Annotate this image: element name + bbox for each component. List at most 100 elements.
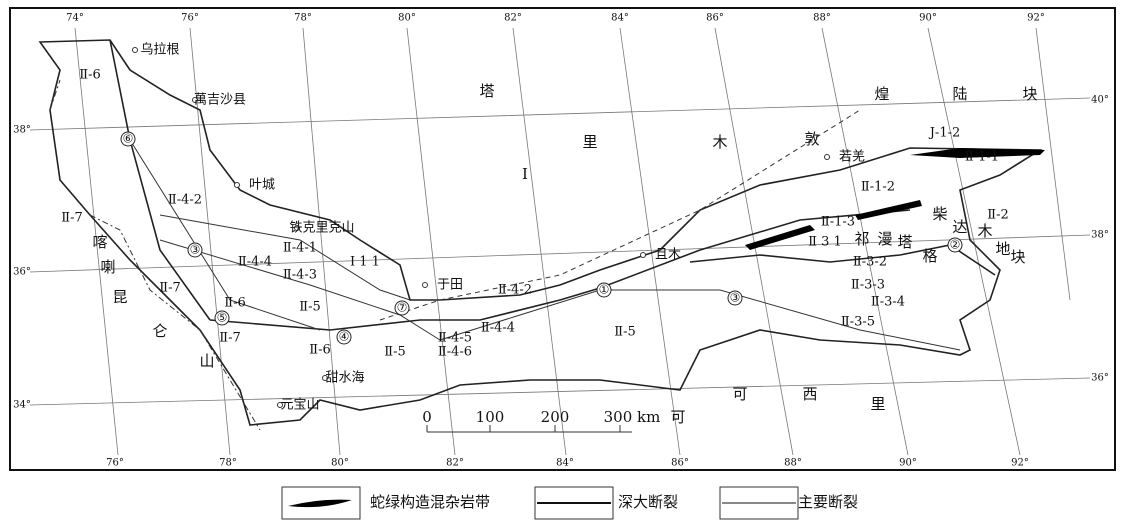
lon-label: 92° <box>1011 458 1029 469</box>
boundaries <box>38 39 1045 431</box>
lon-label: 90° <box>919 13 937 24</box>
unit-label: Ⅱ-2 <box>987 208 1009 223</box>
scale-label: 300 km <box>604 408 661 426</box>
lon-label: 78° <box>294 13 312 24</box>
unit-label: Ⅱ-1-3 <box>821 215 855 230</box>
fault-marker <box>336 329 352 345</box>
region-label: 木 <box>712 133 727 151</box>
region-label: 木 <box>977 222 992 240</box>
unit-label: Ⅱ-5 <box>299 300 321 315</box>
legend-label: 主要断裂 <box>798 493 858 511</box>
graticule <box>29 27 1091 456</box>
region-label: 喀 <box>92 233 107 251</box>
lat-label: 38° <box>13 125 31 136</box>
unit-label: Ⅱ-4-3 <box>283 268 317 283</box>
region-label: 敦 <box>804 130 819 148</box>
unit-label: Ⅱ-3-3 <box>851 278 885 293</box>
lat-label: 36° <box>1091 373 1109 384</box>
unit-label: Ⅱ-6 <box>79 68 101 83</box>
place-label: 铁克里克山 <box>289 221 354 236</box>
unit-label: Ⅱ-4-2 <box>498 283 532 298</box>
lon-label: 88° <box>784 458 802 469</box>
region-label: 仑 <box>152 322 167 340</box>
unit-label: Ⅱ-3-5 <box>841 315 875 330</box>
unit-label: Ⅱ-5 <box>384 345 406 360</box>
unit-label: Ⅰ 1 1 <box>350 255 380 270</box>
region-label: 达 <box>952 218 967 236</box>
scale-label: 100 <box>476 408 505 426</box>
scale-bar <box>426 425 632 433</box>
region-label: 块 <box>1010 248 1025 266</box>
lon-label: 82° <box>504 13 522 24</box>
fault-number: ③ <box>730 291 741 305</box>
place-dot <box>640 252 646 258</box>
fault-number: ② <box>950 238 961 252</box>
place-dot <box>294 225 300 231</box>
region-label: 陆 <box>952 85 967 103</box>
fault-number: ⑤ <box>217 311 228 325</box>
scale-label: 200 <box>541 408 570 426</box>
fault-number: ⑥ <box>123 132 134 146</box>
scale-label: 0 <box>422 408 432 426</box>
lat-label: 38° <box>1091 230 1109 241</box>
lon-label: 84° <box>556 458 574 469</box>
unit-label: Ⅱ-4-4 <box>481 321 515 336</box>
fault-marker <box>214 310 230 326</box>
fault-number: ④ <box>339 330 350 344</box>
place-label: 且木 <box>655 248 681 263</box>
lon-label: 86° <box>706 13 724 24</box>
legend-label: 蛇绿构造混杂岩带 <box>370 493 490 511</box>
lon-label: 78° <box>219 458 237 469</box>
fault-marker <box>596 282 612 298</box>
lon-label: 80° <box>398 13 416 24</box>
unit-label: Ⅱ-4-4 <box>238 255 272 270</box>
region-label: 柴 <box>932 205 947 223</box>
unit-label: Ⅱ-6 <box>309 343 331 358</box>
region-label: 格 <box>922 247 937 265</box>
region-label: 地 <box>995 240 1010 258</box>
lon-label: 86° <box>671 458 689 469</box>
legend-label: 深大断裂 <box>618 493 678 511</box>
region-label: 山 <box>199 352 214 370</box>
lon-label: 74° <box>66 13 84 24</box>
unit-label: Ⅱ-7 <box>219 331 241 346</box>
place-label: 叶城 <box>249 178 275 193</box>
unit-label: Ⅱ-4-6 <box>438 345 472 360</box>
lon-label: 76° <box>181 13 199 24</box>
lon-label: 80° <box>331 458 349 469</box>
region-label: 喇 <box>100 258 115 276</box>
legend <box>281 486 799 520</box>
fault-number: ③ <box>190 243 201 257</box>
fault-number: ① <box>599 283 610 297</box>
place-dot <box>192 97 198 103</box>
unit-label: Ⅱ-7 <box>159 281 181 296</box>
lat-label: 40° <box>1091 95 1109 106</box>
region-label: 煌 <box>874 85 889 103</box>
unit-label: Ⅱ-4-1 <box>283 241 317 256</box>
unit-label: Ⅱ-3-4 <box>871 295 905 310</box>
place-dot <box>234 182 240 188</box>
unit-label: Ⅱ-7 <box>61 211 83 226</box>
unit-label: Ⅱ-1-1 <box>965 150 999 165</box>
region-label: 块 <box>1022 85 1037 103</box>
frame <box>9 7 1116 471</box>
fault-marker <box>727 290 743 306</box>
region-label: 漫 <box>877 230 892 248</box>
region-label: 西 <box>802 385 817 403</box>
place-label: 乌拉根 <box>140 42 179 58</box>
lon-label: 88° <box>813 13 831 24</box>
unit-label: Ⅱ-6 <box>224 296 246 311</box>
unit-label: Ⅱ-5 <box>614 325 636 340</box>
lon-label: 82° <box>446 458 464 469</box>
region-label: 塔 <box>479 82 494 100</box>
place-dot <box>322 375 328 381</box>
region-label: 祁 <box>854 230 869 248</box>
unit-label: Ј-1-2 <box>928 126 961 141</box>
fault-marker <box>120 131 136 147</box>
fault-marker <box>394 300 410 316</box>
place-label: 于田 <box>437 278 463 293</box>
lat-label: 34° <box>13 400 31 411</box>
region-label: 塔 <box>897 233 912 251</box>
region-label: Ⅰ <box>522 165 528 183</box>
